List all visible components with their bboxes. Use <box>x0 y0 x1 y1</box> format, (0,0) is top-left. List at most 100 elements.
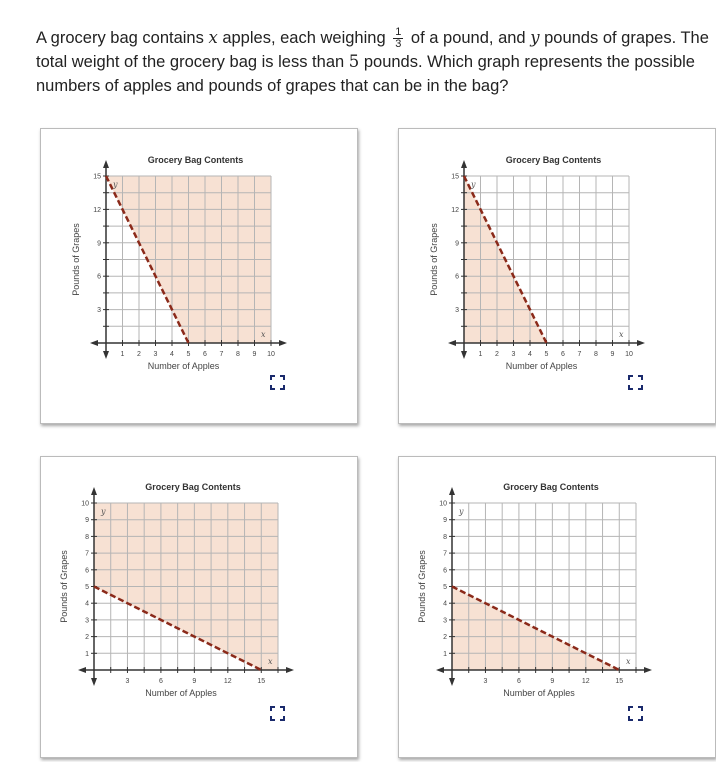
x-tick-label: 2 <box>137 351 141 358</box>
x-axis-arrow-right <box>286 667 294 673</box>
expand-icon-corner <box>270 375 275 380</box>
chart-title: Grocery Bag Contents <box>148 155 244 165</box>
expand-icon-corner <box>628 706 633 711</box>
y-tick-label: 7 <box>85 551 89 558</box>
answer-option-3[interactable]: 3 6 9 12 15 1 2 3 4 5 6 7 8 9 10 y x Grocery Bag Contents… <box>40 456 358 758</box>
x-tick-label: 7 <box>578 351 582 358</box>
expand-icon-corner <box>280 385 285 390</box>
frac-den: 3 <box>395 38 402 51</box>
answer-option-4[interactable]: 3 6 9 12 15 1 2 3 4 5 6 7 8 9 10 y x Grocery Bag Contents… <box>398 456 716 758</box>
x-axis-arrow-left <box>90 340 98 346</box>
x-axis-name: x <box>626 657 631 666</box>
x-axis-arrow-right <box>644 667 652 673</box>
y-axis-name: y <box>470 180 476 189</box>
y-axis-name: y <box>112 180 118 189</box>
y-axis-name: y <box>458 507 464 516</box>
x-tick-label: 1 <box>121 351 125 358</box>
y-tick-label: 5 <box>85 584 89 591</box>
y-tick-label: 7 <box>443 551 447 558</box>
x-tick-label: 8 <box>594 351 598 358</box>
expand-icon-corner <box>280 375 285 380</box>
answer-option-2[interactable]: 1 2 3 4 5 6 7 8 9 10 3 6 9 12 15 y x Grocery Bag Contents… <box>398 128 716 424</box>
y-tick-label: 3 <box>455 307 459 314</box>
expand-icon-corner <box>638 375 643 380</box>
y-tick-label: 1 <box>85 651 89 658</box>
x-tick-label: 9 <box>253 351 257 358</box>
boundary-line <box>104 175 190 344</box>
x-axis-name: x <box>261 330 266 339</box>
x-tick-label: 6 <box>203 351 207 358</box>
frac-num: 1 <box>393 26 404 40</box>
y-tick-label: 9 <box>97 240 101 247</box>
answer-option-1[interactable]: 1 2 3 4 5 6 7 8 9 10 3 6 9 12 15 y x Grocery Bag Contents… <box>40 128 358 424</box>
x-tick-label: 6 <box>517 678 521 685</box>
x-tick-label: 5 <box>187 351 191 358</box>
boundary-line <box>462 175 548 344</box>
x-axis-label: Number of Apples <box>503 688 575 698</box>
num-5: 5 <box>348 52 360 72</box>
y-axis-arrow-up <box>91 487 97 495</box>
expand-icon-corner <box>638 716 643 721</box>
expand-icon[interactable] <box>628 706 643 721</box>
x-axis-arrow-left <box>78 667 86 673</box>
y-tick-label: 10 <box>439 501 447 508</box>
expand-icon[interactable] <box>270 375 285 390</box>
y-tick-label: 2 <box>85 634 89 641</box>
y-tick-label: 2 <box>443 634 447 641</box>
expand-icon-corner <box>270 385 275 390</box>
x-tick-label: 4 <box>528 351 532 358</box>
x-tick-label: 7 <box>220 351 224 358</box>
var-x: x <box>208 28 218 47</box>
y-axis-name: y <box>100 507 106 516</box>
y-tick-label: 6 <box>443 567 447 574</box>
x-tick-label: 12 <box>582 678 590 685</box>
x-axis-arrow-left <box>436 667 444 673</box>
y-tick-label: 5 <box>443 584 447 591</box>
q5: pounds. Which graph represents the possi… <box>36 53 695 96</box>
x-tick-label: 3 <box>512 351 516 358</box>
y-tick-label: 15 <box>451 174 459 181</box>
x-tick-label: 1 <box>479 351 483 358</box>
y-tick-label: 4 <box>85 601 89 608</box>
y-axis-label: Pounds of Grapes <box>71 223 81 296</box>
question-text: A grocery bag contains x apples, each we… <box>36 26 711 98</box>
y-tick-label: 9 <box>85 517 89 524</box>
q2: apples, each weighing <box>217 29 391 47</box>
expand-icon[interactable] <box>628 375 643 390</box>
x-tick-label: 4 <box>170 351 174 358</box>
y-axis-arrow-down <box>91 678 97 686</box>
x-tick-label: 15 <box>257 678 265 685</box>
boundary-line <box>451 585 620 672</box>
y-axis-label: Pounds of Grapes <box>429 223 439 296</box>
x-axis-arrow-right <box>279 340 287 346</box>
y-axis-label: Pounds of Grapes <box>417 550 427 623</box>
boundary-line <box>93 585 262 672</box>
y-tick-label: 10 <box>81 501 89 508</box>
y-tick-label: 9 <box>455 240 459 247</box>
var-y: y <box>530 28 540 47</box>
y-tick-label: 1 <box>443 651 447 658</box>
x-axis-name: x <box>268 657 273 666</box>
y-tick-label: 3 <box>97 307 101 314</box>
expand-icon-corner <box>628 385 633 390</box>
x-axis-name: x <box>619 330 624 339</box>
x-axis-arrow-left <box>448 340 456 346</box>
x-tick-label: 8 <box>236 351 240 358</box>
chart-title: Grocery Bag Contents <box>145 482 241 492</box>
expand-icon[interactable] <box>270 706 285 721</box>
x-axis-label: Number of Apples <box>148 361 220 371</box>
expand-icon-corner <box>270 706 275 711</box>
y-axis-arrow-up <box>449 487 455 495</box>
expand-icon-corner <box>638 385 643 390</box>
x-tick-label: 6 <box>159 678 163 685</box>
expand-icon-corner <box>280 716 285 721</box>
x-tick-label: 9 <box>611 351 615 358</box>
y-tick-label: 8 <box>85 534 89 541</box>
x-tick-label: 9 <box>550 678 554 685</box>
expand-icon-corner <box>280 706 285 711</box>
y-axis-arrow-up <box>103 160 109 168</box>
